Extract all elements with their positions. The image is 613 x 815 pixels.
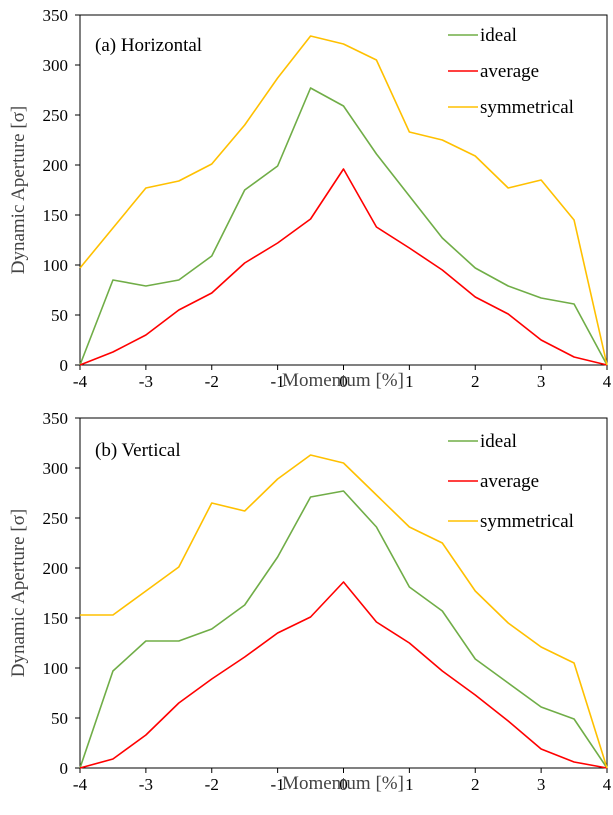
- y-tick-label: 300: [43, 56, 69, 75]
- chart-title: (a) Horizontal: [95, 35, 202, 56]
- y-tick-label: 350: [43, 409, 69, 428]
- y-tick-label: 250: [43, 509, 69, 528]
- x-axis-title: Momentum [%]: [282, 370, 404, 391]
- y-tick-label: 150: [43, 206, 69, 225]
- y-tick-label: 100: [43, 256, 69, 275]
- x-tick-label: -4: [73, 775, 88, 794]
- y-tick-label: 250: [43, 106, 69, 125]
- x-axis-title: Momentum [%]: [282, 773, 404, 794]
- x-tick-label: 3: [537, 775, 546, 794]
- series-line-symmetrical: [79, 35, 608, 366]
- series-line-ideal: [79, 87, 608, 366]
- y-tick-label: 50: [51, 306, 68, 325]
- x-tick-label: -1: [271, 775, 285, 794]
- y-tick-label: 100: [43, 659, 69, 678]
- y-tick-label: 200: [43, 559, 69, 578]
- legend-label-average: average: [480, 61, 539, 82]
- x-tick-label: 1: [405, 775, 414, 794]
- x-tick-label: -1: [271, 372, 285, 391]
- x-tick-label: 1: [405, 372, 414, 391]
- series-line-average: [79, 168, 608, 366]
- series-line-symmetrical: [80, 454, 608, 769]
- legend-label-average: average: [480, 471, 539, 492]
- x-tick-label: -2: [205, 775, 219, 794]
- legend-label-ideal: ideal: [480, 25, 517, 46]
- y-tick-label: 150: [43, 609, 69, 628]
- legend-label-symmetrical: symmetrical: [480, 97, 574, 118]
- x-tick-label: 0: [339, 372, 348, 391]
- legend-label-symmetrical: symmetrical: [480, 511, 574, 532]
- x-tick-label: 4: [603, 775, 612, 794]
- x-tick-label: -3: [139, 372, 153, 391]
- y-tick-label: 300: [43, 459, 69, 478]
- x-tick-label: 4: [603, 372, 612, 391]
- x-tick-label: -4: [73, 372, 88, 391]
- y-axis-title: Dynamic Aperture [σ]: [8, 509, 29, 678]
- x-tick-label: -3: [139, 775, 153, 794]
- y-tick-label: 50: [51, 709, 68, 728]
- x-tick-label: 2: [471, 372, 480, 391]
- x-tick-label: -2: [205, 372, 219, 391]
- y-tick-label: 350: [43, 6, 69, 25]
- series-line-ideal: [79, 490, 608, 769]
- chart-horizontal: 0 50 100 150 200 250 300 350 -4 -3 -2 -1 0 1 2 3 4 Moment…: [8, 6, 612, 391]
- y-tick-label: 0: [60, 759, 69, 778]
- chart-title: (b) Vertical: [95, 440, 181, 461]
- y-tick-label: 0: [60, 356, 69, 375]
- legend-label-ideal: ideal: [480, 431, 517, 452]
- x-tick-label: 3: [537, 372, 546, 391]
- series-line-average: [79, 581, 608, 769]
- y-axis-title: Dynamic Aperture [σ]: [8, 106, 29, 275]
- chart-vertical: 0 50 100 150 200 250 300 350 -4 -3 -2 -1 0 1 2 3 4 Moment…: [8, 409, 612, 794]
- x-tick-label: 2: [471, 775, 480, 794]
- x-tick-label: 0: [339, 775, 348, 794]
- y-tick-label: 200: [43, 156, 69, 175]
